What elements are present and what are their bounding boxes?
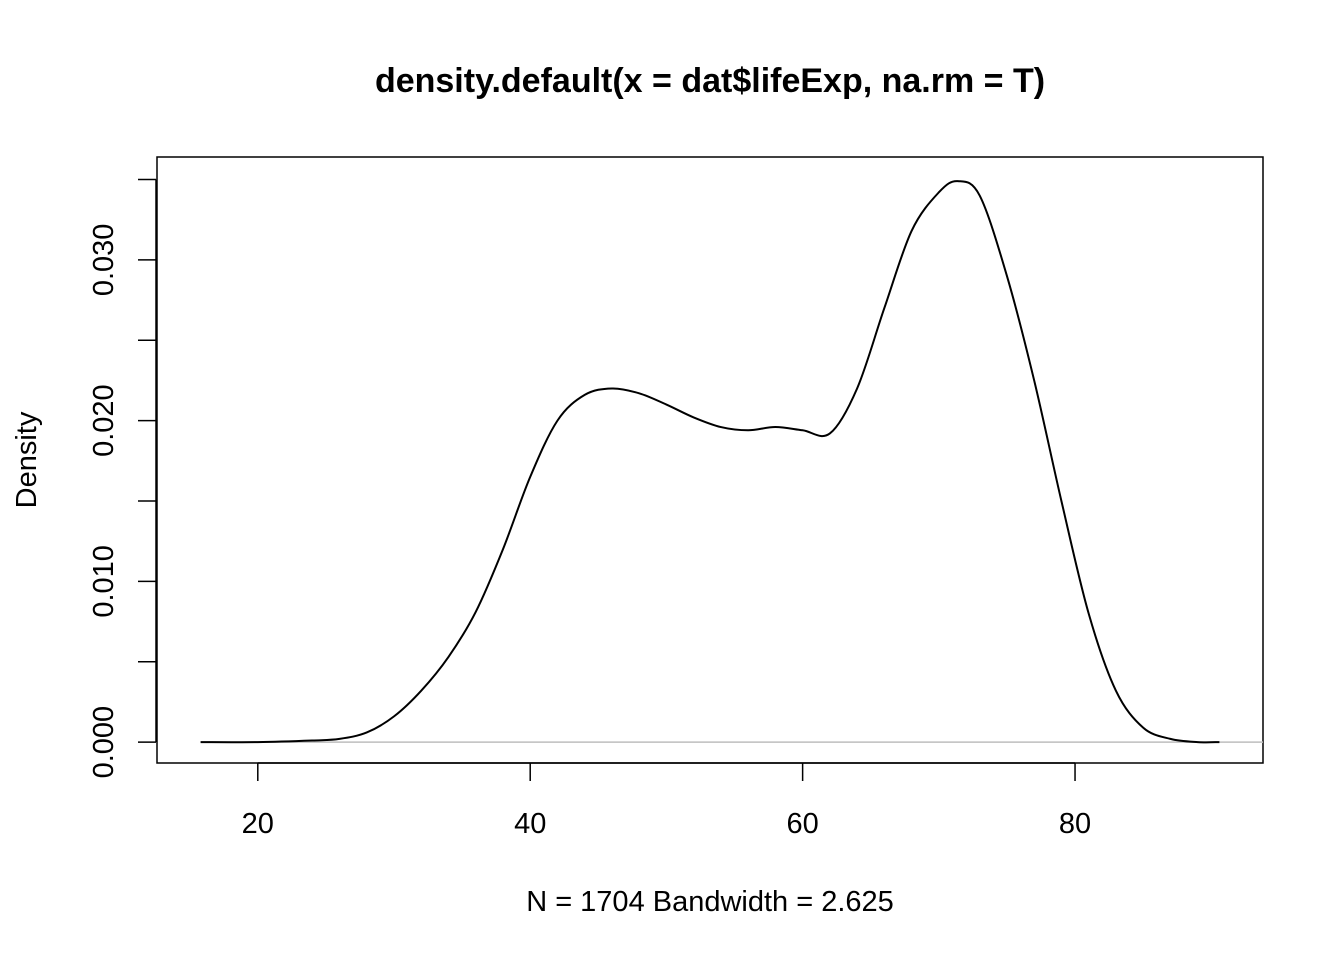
x-tick-label: 80: [1059, 808, 1091, 840]
y-tick-label: 0.020: [88, 384, 120, 457]
x-axis-label: N = 1704 Bandwidth = 2.625: [526, 886, 894, 918]
y-tick-label: 0.010: [88, 545, 120, 618]
x-axis: 20 40 60 80: [242, 762, 1091, 840]
plot-frame: [156, 156, 1264, 764]
density-curve: [200, 180, 1220, 744]
y-axis-label: Density: [11, 411, 43, 508]
chart-title: density.default(x = dat$lifeExp, na.rm =…: [375, 62, 1045, 100]
y-tick-label: 0.030: [88, 224, 120, 297]
y-axis: 0.000 0.010 0.020 0.030: [88, 178, 157, 779]
y-tick-label: 0.000: [88, 706, 120, 779]
x-tick-label: 20: [242, 808, 274, 840]
x-tick-label: 60: [786, 808, 818, 840]
x-tick-label: 40: [514, 808, 546, 840]
